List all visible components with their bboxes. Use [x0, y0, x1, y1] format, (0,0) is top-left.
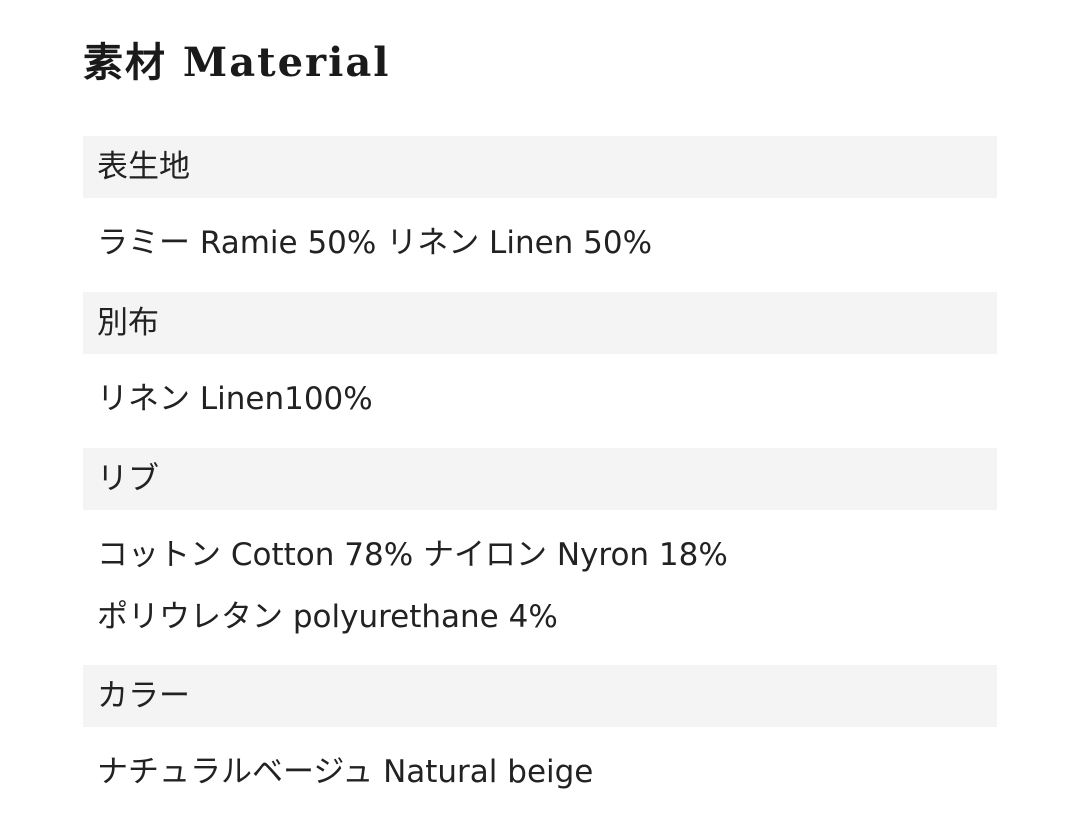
row-label-rib: リブ	[83, 448, 997, 510]
row-value-rib: コットン Cotton 78% ナイロン Nyron 18% ポリウレタン po…	[83, 510, 997, 665]
row-label-color: カラー	[83, 665, 997, 727]
row-label-outer-fabric: 表生地	[83, 136, 997, 198]
row-value-separate-fabric: リネン Linen100%	[83, 354, 997, 448]
row-value-color: ナチュラルベージュ Natural beige	[83, 727, 997, 821]
section-title: 素材 Material	[83, 39, 391, 86]
row-label-separate-fabric: 別布	[83, 292, 997, 354]
value-line: リネン Linen100%	[97, 381, 373, 417]
value-line: ラミー Ramie 50% リネン Linen 50%	[97, 225, 653, 261]
value-line: ナチュラルベージュ Natural beige	[97, 754, 594, 790]
value-line: コットン Cotton 78% ナイロン Nyron 18%	[97, 537, 728, 573]
material-table: 表生地 ラミー Ramie 50% リネン Linen 50% 別布 リネン L…	[83, 136, 997, 821]
value-line: ポリウレタン polyurethane 4%	[97, 599, 558, 635]
row-value-outer-fabric: ラミー Ramie 50% リネン Linen 50%	[83, 198, 997, 292]
